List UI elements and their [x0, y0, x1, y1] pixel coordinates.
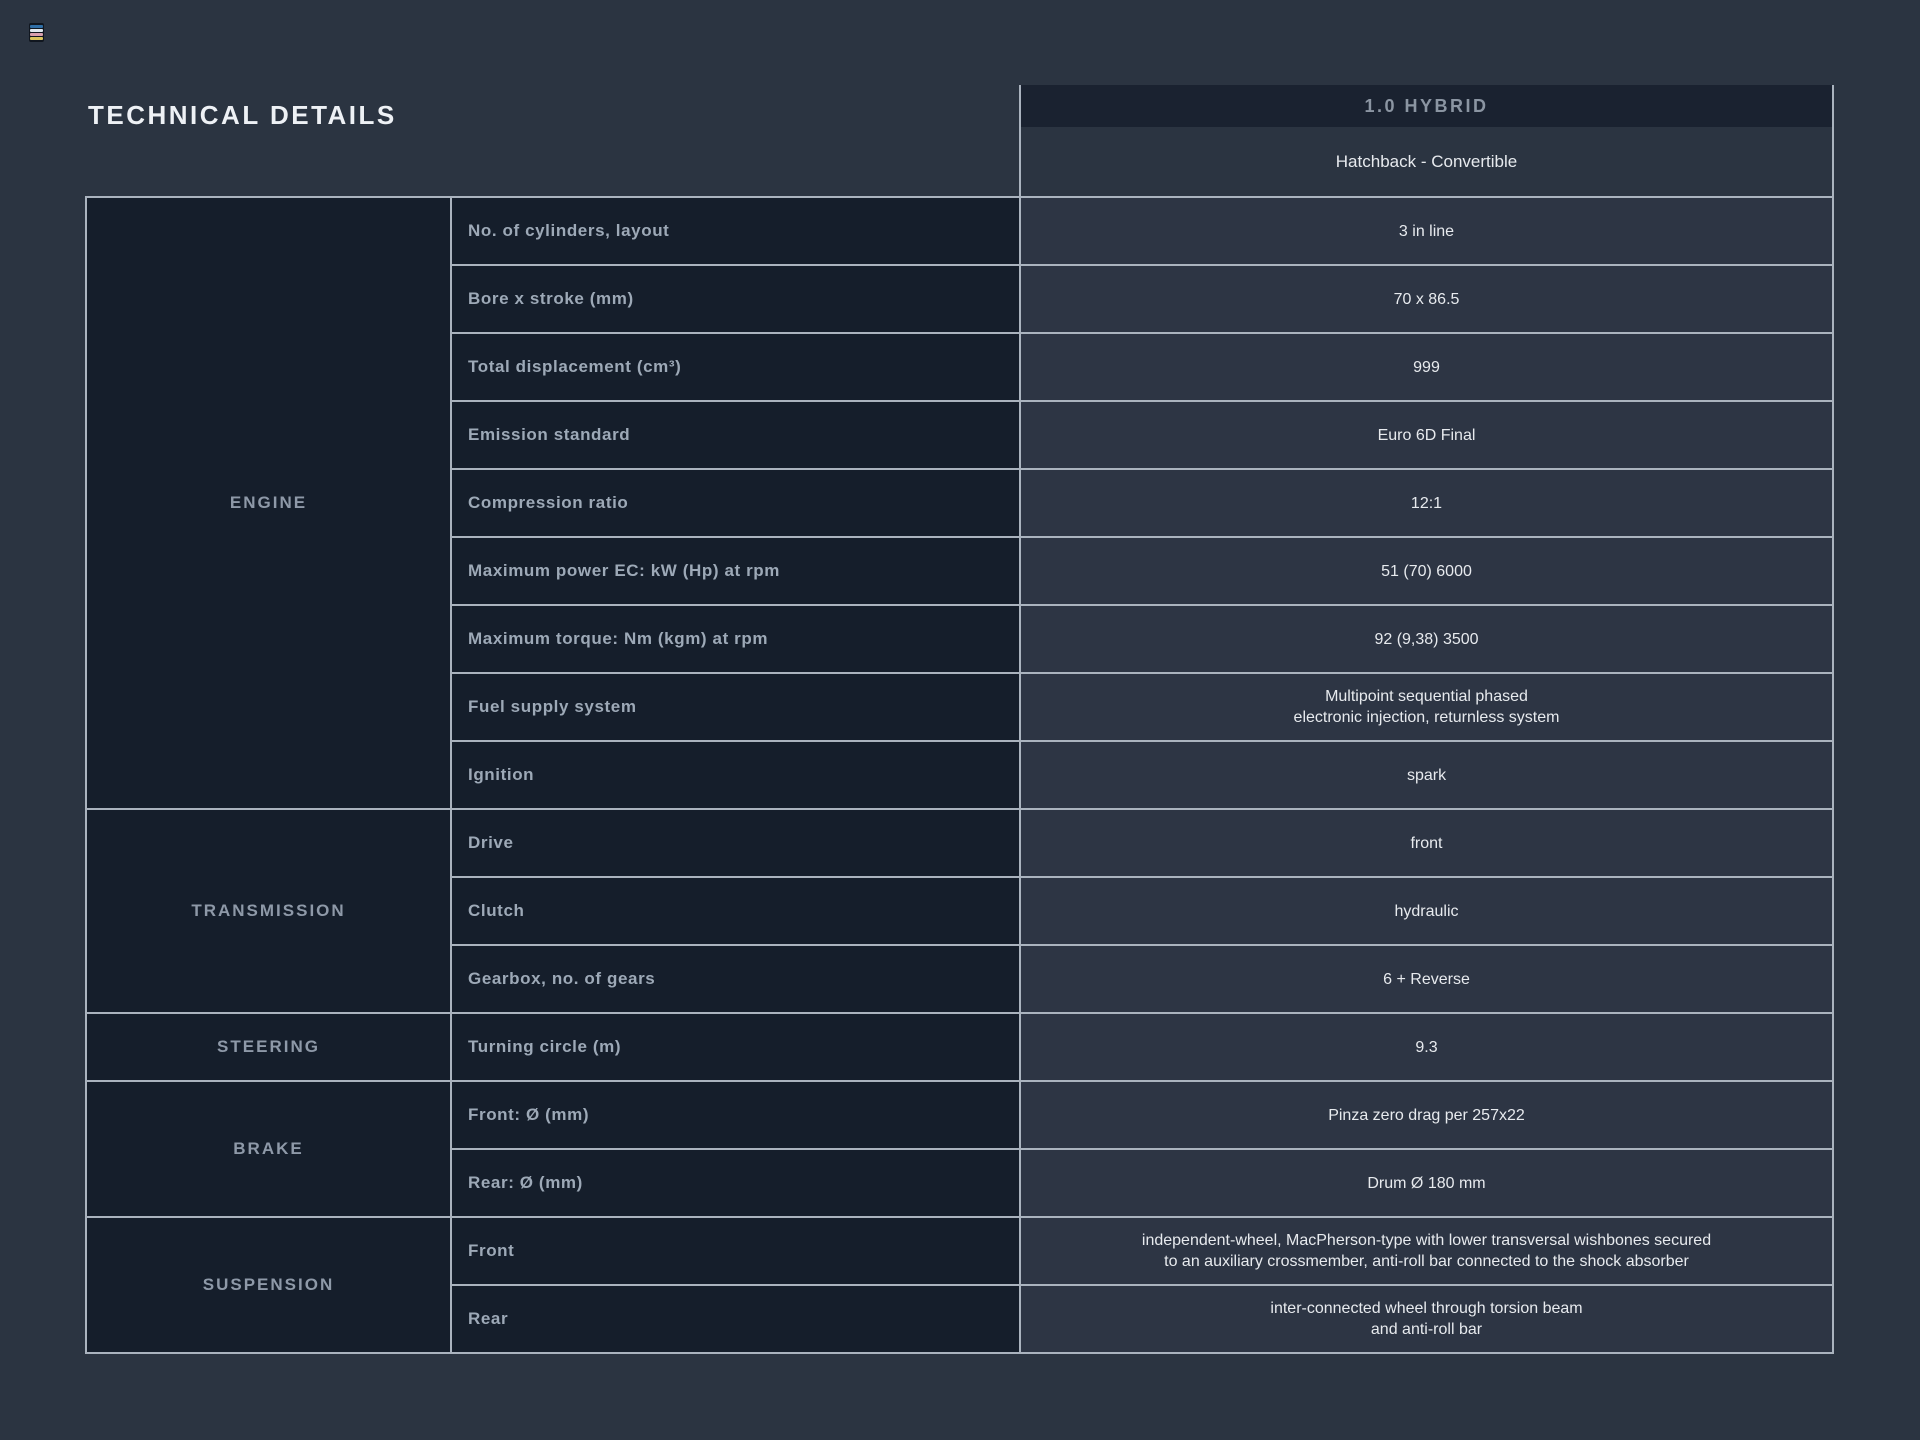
spec-label-bore-stroke: Bore x stroke (mm) [452, 266, 1019, 332]
spec-value-suspension-front: independent-wheel, MacPherson-type with … [1021, 1218, 1832, 1284]
spec-value-brake-front: Pinza zero drag per 257x22 [1021, 1082, 1832, 1148]
spec-label-fuel-supply: Fuel supply system [452, 674, 1019, 740]
spec-label-compression: Compression ratio [452, 470, 1019, 536]
spec-label-brake-rear: Rear: Ø (mm) [452, 1150, 1019, 1216]
spec-value-gearbox: 6 + Reverse [1021, 946, 1832, 1012]
spec-label-turning-circle: Turning circle (m) [452, 1014, 1019, 1080]
spec-label-suspension-front: Front [452, 1218, 1019, 1284]
spec-label-displacement: Total displacement (cm³) [452, 334, 1019, 400]
spec-value-clutch: hydraulic [1021, 878, 1832, 944]
spec-value-ignition: spark [1021, 742, 1832, 808]
spec-value-cylinders: 3 in line [1021, 198, 1832, 264]
spec-label-suspension-rear: Rear [452, 1286, 1019, 1352]
spec-label-max-power: Maximum power EC: kW (Hp) at rpm [452, 538, 1019, 604]
spec-value-max-torque: 92 (9,38) 3500 [1021, 606, 1832, 672]
spec-value-emission: Euro 6D Final [1021, 402, 1832, 468]
spec-value-fuel-supply: Multipoint sequential phased electronic … [1021, 674, 1832, 740]
spec-label-clutch: Clutch [452, 878, 1019, 944]
section-label-engine: ENGINE [87, 198, 450, 808]
page-title: TECHNICAL DETAILS [88, 100, 397, 130]
spec-table: ENGINE No. of cylinders, layout 3 in lin… [85, 196, 1834, 1354]
brand-stripe-yellow [30, 37, 43, 40]
spec-value-max-power: 51 (70) 6000 [1021, 538, 1832, 604]
spec-value-compression: 12:1 [1021, 470, 1832, 536]
spec-value-drive: front [1021, 810, 1832, 876]
brand-stripe-blue [30, 25, 43, 28]
spec-value-bore-stroke: 70 x 86.5 [1021, 266, 1832, 332]
section-label-transmission: TRANSMISSION [87, 810, 450, 1012]
section-label-brake: BRAKE [87, 1082, 450, 1216]
spec-value-brake-rear: Drum Ø 180 mm [1021, 1150, 1832, 1216]
spec-label-gearbox: Gearbox, no. of gears [452, 946, 1019, 1012]
trim-column-header: 1.0 HYBRID [1019, 85, 1834, 127]
section-label-suspension: SUSPENSION [87, 1218, 450, 1352]
spec-value-displacement: 999 [1021, 334, 1832, 400]
section-label-steering: STEERING [87, 1014, 450, 1080]
spec-label-max-torque: Maximum torque: Nm (kgm) at rpm [452, 606, 1019, 672]
spec-value-turning-circle: 9.3 [1021, 1014, 1832, 1080]
spec-label-cylinders: No. of cylinders, layout [452, 198, 1019, 264]
spec-value-suspension-rear: inter-connected wheel through torsion be… [1021, 1286, 1832, 1352]
spec-label-brake-front: Front: Ø (mm) [452, 1082, 1019, 1148]
brand-stripes-icon [29, 23, 44, 42]
brand-stripe-pink [30, 33, 43, 36]
body-style-subheader: Hatchback - Convertible [1019, 127, 1834, 196]
brand-stripe-white [30, 29, 43, 32]
spec-label-emission: Emission standard [452, 402, 1019, 468]
spec-label-ignition: Ignition [452, 742, 1019, 808]
spec-label-drive: Drive [452, 810, 1019, 876]
